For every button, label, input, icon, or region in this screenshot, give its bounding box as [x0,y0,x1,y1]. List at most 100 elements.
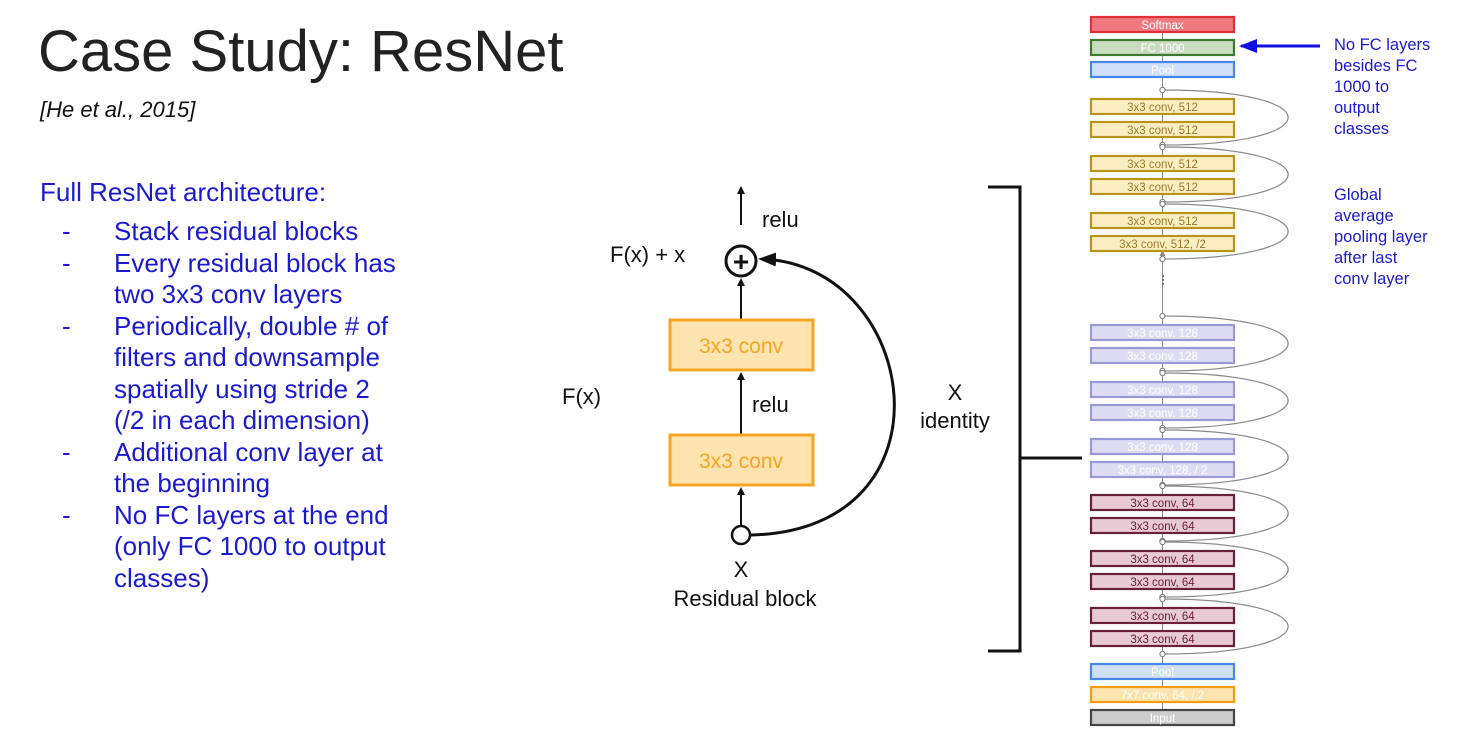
layer-label: 7x7 conv, 64, / 2 [1121,690,1205,702]
slide-title: Case Study: ResNet [38,19,564,84]
layer-box [1089,662,1236,681]
layer-label: 3x3 conv, 512 [1127,159,1198,171]
x-input-label: X [734,557,749,582]
skip-loop [1162,598,1289,655]
bullet-item: - No FC layers at the end (only FC 1000 t… [62,500,396,595]
skip-junction [1159,650,1166,658]
conv-bottom-label: 3x3 conv [699,450,784,473]
bullet-dash: - [62,216,71,246]
layer-box [1089,572,1236,591]
layer-label: 3x3 conv, 128 [1127,442,1198,454]
bullet-list: - Stack residual blocks - Every residual b… [62,216,396,594]
layer-box [1089,38,1236,57]
bullet-text: Periodically, double # of filters and do… [114,310,389,436]
layer-ellipsis: ... [1160,274,1176,286]
skip-loop [1162,315,1289,372]
bullet-dash: - [62,310,71,341]
bullet-text: Stack residual blocks [114,216,359,246]
skip-junction [1159,86,1166,94]
input-node [730,524,752,546]
layer-label: 3x3 conv, 128 [1127,328,1198,340]
layer-box [1089,380,1236,399]
layer-label: 3x3 conv, 512, /2 [1119,239,1206,251]
residual-block-diagram: relu F(x) + x + 3x3 conv relu F(x) 3x3 c… [562,186,990,611]
identity-skip-arrow [750,252,896,537]
bullet-dash: - [62,436,71,467]
layer-box [1089,708,1236,727]
layer-box [1089,629,1236,648]
layer-box [1089,606,1236,625]
sum-label: F(x) + x [610,242,685,267]
skip-loop [1162,89,1289,146]
pool-note: Global average pooling layer after last … [1334,186,1428,288]
skip-junction [1159,538,1166,546]
bracket [988,185,1082,653]
layer-label: 3x3 conv, 512 [1127,216,1198,228]
layer-box [1089,60,1236,79]
skip-loop [1162,203,1289,260]
layer-box [1089,177,1236,196]
layer-box [1089,211,1236,230]
layer-box [1089,346,1236,365]
bullet-item: - Additional conv layer at the beginning [62,437,396,500]
bullet-text: Every residual block has two 3x3 conv la… [114,247,396,310]
layer-box [1089,403,1236,422]
relu-top-label: relu [762,207,799,232]
layer-label: 3x3 conv, 64 [1130,611,1195,623]
identity-x-label: X [948,380,963,405]
bullet-item: - Stack residual blocks [62,216,396,248]
layer-label: 3x3 conv, 64 [1130,554,1195,566]
layer-label: 3x3 conv, 128, / 2 [1118,465,1208,477]
bullet-item: - Periodically, double # of filters and d… [62,311,396,437]
skip-junction [1159,369,1166,377]
layer-label: 3x3 conv, 128 [1127,408,1198,420]
skip-junction [1159,200,1166,208]
bullet-text: Additional conv layer at the beginning [114,436,383,499]
skip-junction [1159,426,1166,434]
layer-box [1089,493,1236,512]
bullet-dash: - [62,247,71,278]
layer-box [1089,437,1236,456]
layer-label: Pool [1151,65,1174,77]
fc-note: No FC layers besides FC 1000 to output c… [1334,36,1431,138]
relu-mid-label: relu [752,392,789,417]
skip-loop [1162,146,1289,203]
skip-junction [1159,312,1166,320]
add-node [724,244,758,278]
layer-label: 3x3 conv, 512 [1127,102,1198,114]
citation: [He et al., 2015] [40,97,196,122]
layer-box [1089,120,1236,139]
layer-label: 3x3 conv, 64 [1130,634,1195,646]
layer-label: 3x3 conv, 64 [1130,577,1195,589]
fx-label: F(x) [562,384,601,409]
layer-box [1089,549,1236,568]
layer-box [1089,97,1236,116]
layer-box [1089,234,1236,253]
skip-junction [1159,143,1166,151]
layer-label: 3x3 conv, 64 [1130,521,1195,533]
bullet-item: - Every residual block has two 3x3 conv l… [62,248,396,311]
skip-loop [1162,429,1289,486]
layer-label: Pool [1151,667,1174,679]
layer-label: 3x3 conv, 512 [1127,125,1198,137]
layer-label: 3x3 conv, 512 [1127,182,1198,194]
layer-box [1089,15,1236,34]
conv-box-top [668,318,815,372]
bullet-dash: - [62,499,71,530]
plus-icon: + [733,246,749,277]
layer-box [1089,323,1236,342]
skip-junction [1159,255,1166,263]
bullet-text: No FC layers at the end (only FC 1000 to… [114,499,389,593]
layer-box [1089,460,1236,479]
layer-box [1089,154,1236,173]
layer-label: FC 1000 [1140,43,1184,55]
skip-loop [1162,372,1289,429]
layer-box [1089,516,1236,535]
architecture-heading: Full ResNet architecture: [40,177,327,207]
resnet-layer-stack: Softmax FC 1000 Pool 3x3 conv, 512 3x3 conv,… [1089,15,1289,727]
layer-label: 3x3 conv, 128 [1127,385,1198,397]
layer-label: Softmax [1141,20,1183,32]
layer-label: Input [1150,713,1176,725]
layer-label: 3x3 conv, 64 [1130,498,1195,510]
